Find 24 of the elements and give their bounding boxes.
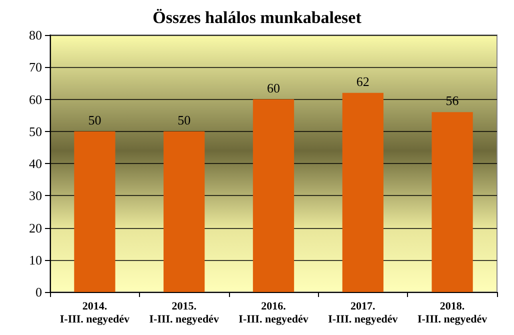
data-label: 50 [88,112,102,128]
x-tick-label: 2014. I-III. negyedév [60,300,130,326]
y-tick-label: 50 [29,124,42,139]
chart-title: Összes halálos munkabaleset [152,8,362,27]
y-tick-label: 30 [29,188,42,204]
y-tick-label: 70 [29,60,42,75]
data-label: 62 [356,74,370,89]
y-tick-label: 40 [29,156,42,171]
x-tick-label: 2015. I-III. negyedév [149,300,220,326]
data-label: 60 [267,80,280,96]
bar [432,112,473,292]
bar [342,92,384,292]
x-tick-label: 2017. I-III. negyedév [328,300,398,326]
data-label: 50 [178,112,191,128]
bar [164,131,205,292]
y-tick-label: 60 [29,92,42,107]
y-tick-label: 80 [29,28,42,42]
bar [74,131,116,292]
y-tick-label: 10 [29,252,42,268]
x-tick-label: 2016. I-III. negyedév [238,300,309,326]
x-tick-label: 2018. I-III. negyedév [417,300,488,326]
bar [252,99,294,292]
y-tick-label: 0 [36,284,42,300]
y-tick-label: 20 [29,220,42,236]
